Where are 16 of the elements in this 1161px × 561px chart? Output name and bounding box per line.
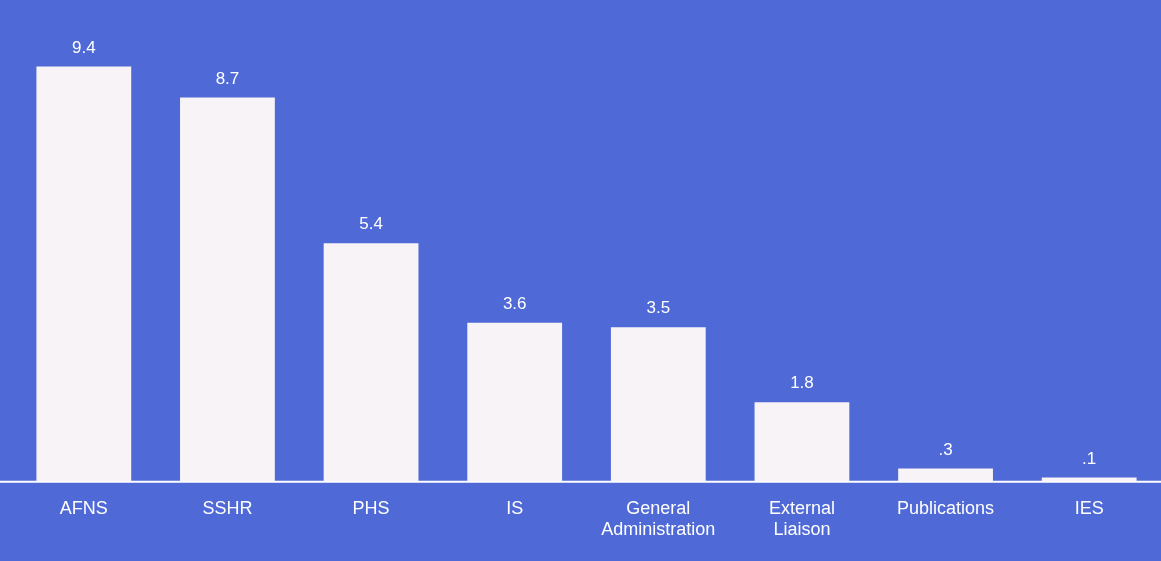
- data-label: .3: [938, 439, 953, 459]
- x-tick-label: External Liaison: [768, 497, 835, 540]
- data-label: 5.4: [359, 214, 383, 234]
- data-label: 8.7: [215, 68, 240, 88]
- x-tick-label: PHS: [352, 497, 390, 518]
- data-label: 3.5: [646, 298, 671, 318]
- x-tick-label: IS: [506, 497, 524, 518]
- data-label: 1.8: [790, 373, 814, 393]
- data-label: .1: [1082, 448, 1097, 468]
- data-label: 3.6: [502, 293, 527, 313]
- x-tick-label: Publications: [897, 497, 995, 518]
- x-tick-label: SSHR: [202, 497, 253, 518]
- x-tick-label: General Administration: [601, 497, 716, 540]
- data-label: 9.4: [71, 37, 96, 57]
- x-tick-label: IES: [1074, 497, 1104, 518]
- x-tick-label: AFNS: [59, 497, 108, 518]
